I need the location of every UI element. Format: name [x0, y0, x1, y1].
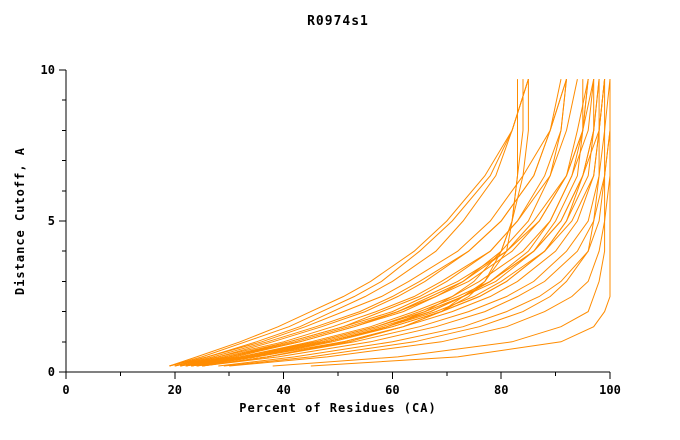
model-curves: [169, 78, 611, 367]
y-tick-label: 0: [48, 365, 55, 379]
model-curve: [185, 79, 595, 367]
x-tick-label: 20: [168, 383, 182, 397]
model-curve: [191, 79, 589, 367]
x-axis-label: Percent of Residues (CA): [239, 401, 436, 415]
model-curve: [174, 78, 567, 367]
x-tick-label: 0: [62, 383, 69, 397]
model-curve: [201, 79, 611, 367]
model-curve: [223, 79, 600, 367]
model-curve: [201, 79, 518, 367]
y-axis-label: Distance Cutoff, A: [13, 147, 27, 295]
model-curve: [272, 79, 606, 367]
y-tick-label: 10: [41, 63, 55, 77]
model-curve: [174, 78, 567, 367]
model-curve: [169, 78, 529, 367]
y-tick-label: 5: [48, 214, 55, 228]
model-curve: [201, 79, 524, 367]
x-tick-label: 40: [276, 383, 290, 397]
model-curve: [169, 78, 529, 367]
model-curve: [185, 79, 567, 367]
x-tick-label: 100: [599, 383, 621, 397]
x-tick-label: 60: [385, 383, 399, 397]
model-curve: [180, 79, 567, 367]
chart-title: R0974s1: [307, 14, 369, 29]
model-curve: [218, 79, 611, 367]
model-curve: [310, 79, 611, 367]
model-curve: [174, 78, 562, 367]
model-curve: [169, 78, 529, 367]
model-curve: [191, 79, 529, 367]
x-tick-label: 80: [494, 383, 508, 397]
axis-ticks: 0 20 40 60 80 100 0 5 10: [41, 63, 621, 397]
model-curve: [180, 78, 578, 367]
